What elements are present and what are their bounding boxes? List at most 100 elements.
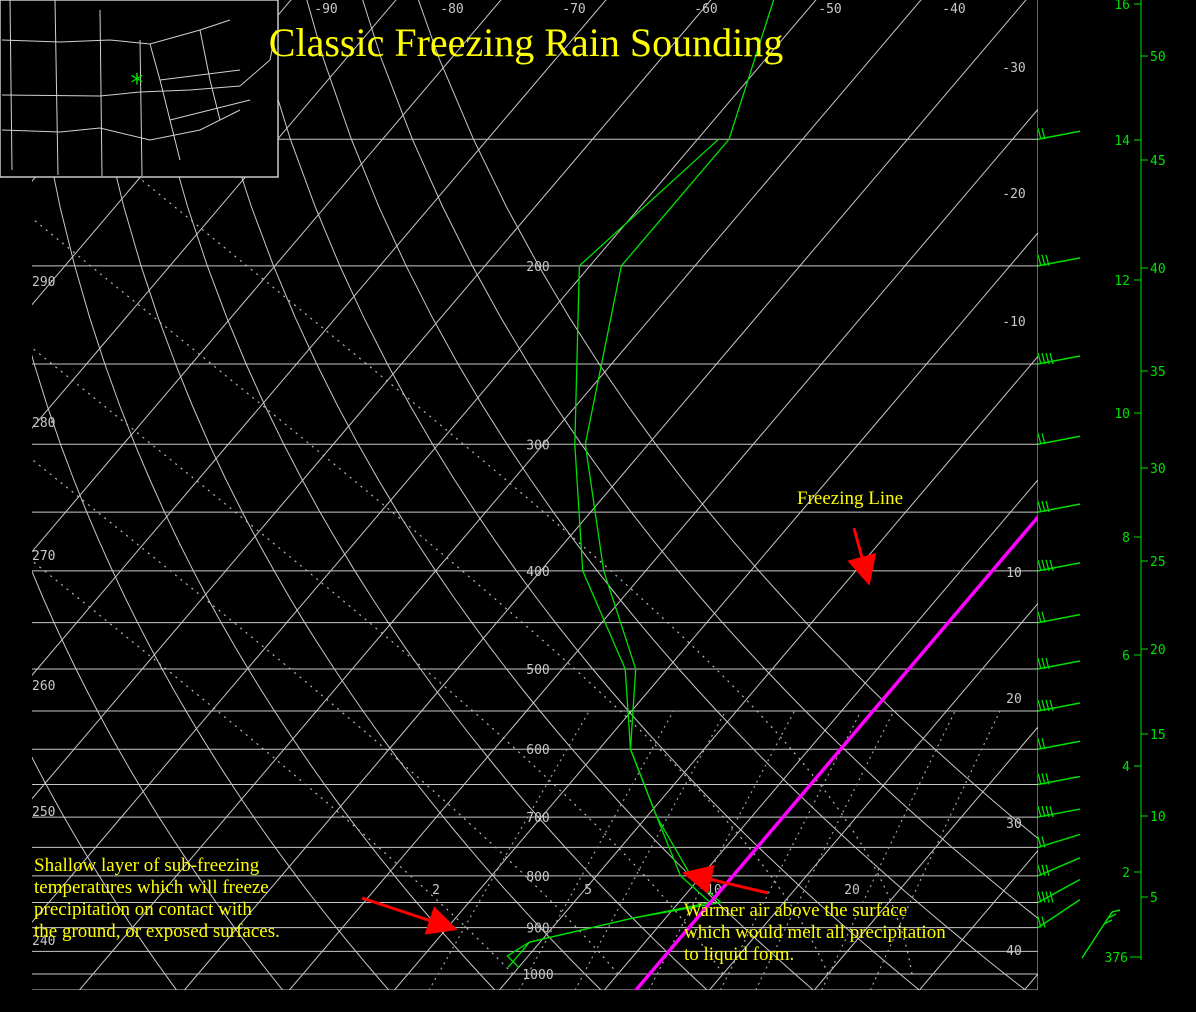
- barb-flag: [1037, 433, 1042, 445]
- moist-adiabat: [32, 217, 829, 975]
- barb-flag: [1037, 699, 1042, 712]
- pressure-label: 800: [526, 870, 549, 885]
- isotherm-top-label: -90: [314, 2, 337, 17]
- barb-flag: [1037, 559, 1042, 572]
- state-border: [159, 69, 241, 81]
- barb-flag: [1041, 891, 1046, 903]
- barb-flag: [1045, 699, 1050, 712]
- kft-label: 45: [1150, 154, 1166, 169]
- isotherm-line: [183, 0, 1027, 990]
- dry-adiabat: [362, 0, 1038, 920]
- barb-flag: [1041, 836, 1046, 848]
- km-label: 10: [1114, 407, 1130, 422]
- moist-adiabat: [32, 458, 619, 975]
- isotherm-top-label: -40: [942, 2, 965, 17]
- kft-label: 35: [1150, 365, 1166, 380]
- wind-barb: [1037, 559, 1081, 572]
- barb-flag: [1045, 254, 1050, 267]
- isotherm-line: [288, 108, 1038, 990]
- annotation-arrows: [361, 527, 877, 935]
- isotherm-line: [1023, 973, 1038, 990]
- barb-flag: [1041, 433, 1046, 445]
- theta-label: 260: [32, 679, 55, 694]
- wind-barbs: [1037, 128, 1121, 959]
- barb-flag: [1041, 657, 1046, 670]
- barb-flag: [1049, 805, 1054, 818]
- isotherm-line: [708, 602, 1038, 990]
- barb-flag: [1037, 128, 1042, 140]
- barb-flag: [1045, 559, 1050, 572]
- barb-flag: [1041, 864, 1046, 876]
- barb-flag: [1041, 805, 1046, 818]
- kft-label: 5: [1150, 891, 1158, 906]
- wind-barb: [1037, 433, 1081, 445]
- isotherm-label: -20: [1002, 187, 1025, 202]
- barb-flag: [1045, 500, 1050, 513]
- wind-barb: [1037, 352, 1081, 365]
- state-border: [1, 19, 231, 45]
- barb-flag: [1037, 773, 1042, 785]
- pressure-label: 200: [526, 260, 549, 275]
- isotherm-line: [603, 479, 1038, 990]
- mixing-ratio-lines: [428, 710, 1001, 990]
- barb-staff: [1037, 878, 1081, 904]
- kft-label: 15: [1150, 728, 1166, 743]
- barb-flag: [1041, 500, 1046, 513]
- isotherm-line: [78, 0, 922, 990]
- isotherm-line: [32, 0, 712, 800]
- wind-barb: [1037, 857, 1081, 877]
- cold-layer-arrow: [361, 896, 458, 935]
- inset-map: *: [0, 0, 279, 178]
- kft-label: 30: [1150, 462, 1166, 477]
- pressure-label: 700: [526, 811, 549, 826]
- km-label: 8: [1122, 531, 1130, 546]
- isotherm-top-label: -60: [694, 2, 717, 17]
- barb-flag: [1037, 864, 1042, 876]
- km-label: 4: [1122, 760, 1130, 775]
- wind-barb: [1037, 657, 1081, 670]
- barb-flag: [1041, 352, 1046, 365]
- barb-flag: [1049, 699, 1054, 712]
- state-border: [54, 0, 59, 176]
- dry-adiabat: [83, 0, 602, 990]
- mixing-ratio-label: 20: [844, 883, 860, 898]
- isotherm-label: 40: [1006, 944, 1022, 959]
- state-border: [9, 0, 13, 171]
- isotherm-line: [918, 849, 1038, 990]
- isotherm-label: 30: [1006, 817, 1022, 832]
- barb-flag: [1045, 773, 1050, 785]
- pressure-label: 500: [526, 663, 549, 678]
- barb-flag: [1037, 805, 1042, 818]
- kft-label: 25: [1150, 555, 1166, 570]
- isotherm-line: [813, 726, 1038, 990]
- state-border: [1, 109, 241, 141]
- state-border: [99, 9, 103, 177]
- barb-flag: [1037, 836, 1042, 848]
- barb-flag: [1041, 128, 1046, 140]
- wind-barb: [1037, 805, 1081, 818]
- isotherm-line: [32, 0, 607, 676]
- isotherm-line: [32, 0, 817, 924]
- isotherm-label: 10: [1006, 566, 1022, 581]
- dry-adiabat: [32, 354, 390, 990]
- dry-adiabat: [306, 0, 1027, 990]
- barb-flag: [1041, 916, 1046, 928]
- barb-flag: [1037, 916, 1042, 928]
- theta-label: 270: [32, 549, 55, 564]
- dry-adiabat: [32, 756, 178, 990]
- barb-flag: [1045, 657, 1050, 670]
- state-border: [239, 29, 277, 87]
- mixing-ratio-line: [719, 710, 862, 990]
- mixing-ratio-line: [755, 710, 895, 990]
- kft-label: 20: [1150, 643, 1166, 658]
- dry-adiabat: [139, 0, 708, 990]
- pressure-label: 300: [526, 438, 549, 453]
- barb-flag: [1041, 611, 1046, 623]
- isotherm-line: [393, 232, 1038, 990]
- barb-flag: [1045, 805, 1050, 818]
- profiles: [506, 0, 1038, 990]
- wind-barb: [1037, 738, 1081, 750]
- surface-station-label: 376: [1105, 951, 1128, 966]
- kft-label: 50: [1150, 50, 1166, 65]
